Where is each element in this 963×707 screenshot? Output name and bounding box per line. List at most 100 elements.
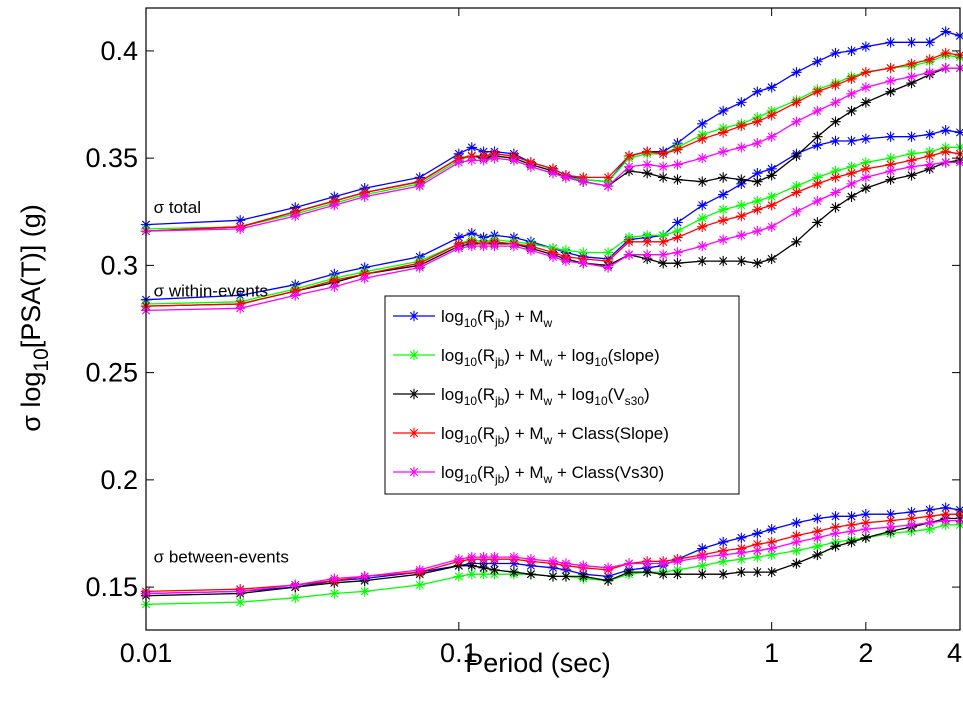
series-5-between-point xyxy=(697,551,708,563)
series-3-within-point xyxy=(846,191,857,202)
legend-label: log10(Rjb) + Mw + Class(Vs30) xyxy=(441,463,664,486)
series-5-within-point xyxy=(602,262,614,273)
series-3-between-point xyxy=(752,566,763,578)
series-5-total-point xyxy=(290,210,301,222)
series-4-total-point xyxy=(718,127,729,138)
series-5-total-point xyxy=(791,116,802,127)
series-1-total-point xyxy=(924,37,935,48)
series-3-within-point xyxy=(672,258,683,269)
series-3-between-point xyxy=(489,564,500,576)
series-1-between-point xyxy=(736,532,747,543)
series-3-between-point xyxy=(478,562,489,573)
series-1-total-point xyxy=(812,56,823,67)
series-4-within-point xyxy=(736,210,747,222)
series-5-within-point xyxy=(812,195,823,207)
series-2-between-point xyxy=(359,586,370,597)
series-5-total-point xyxy=(766,131,777,142)
series-3-within-point xyxy=(736,255,747,267)
series-5-within-point xyxy=(359,273,370,284)
series-5-total-point xyxy=(830,97,841,108)
series-5-within-point xyxy=(940,157,951,168)
series-5-between-point xyxy=(478,551,489,563)
y-tick-label: 0.35 xyxy=(85,143,138,173)
series-4-within-point xyxy=(860,163,872,175)
series-5-total-point xyxy=(478,155,489,166)
series-1-total-point xyxy=(791,67,802,78)
series-5-within-point xyxy=(906,161,917,172)
series-3-between-point xyxy=(672,569,683,580)
series-5-between-point xyxy=(657,558,669,569)
series-4-within-point xyxy=(766,200,777,211)
series-4-total-point xyxy=(860,67,872,78)
series-4-total-point xyxy=(906,58,917,69)
legend-label: log10(Rjb) + Mw + log10(slope) xyxy=(441,346,660,369)
series-5-between-point xyxy=(846,526,857,537)
series-4-within-point xyxy=(672,232,683,243)
series-5-total-point xyxy=(940,62,951,74)
series-4-within-point xyxy=(812,178,823,190)
series-5-within-point xyxy=(290,290,301,301)
series-3-between-point xyxy=(623,566,635,578)
series-5-between-point xyxy=(885,521,896,533)
annotation-layer: σ total σ within-events σ between-events xyxy=(154,198,289,567)
series-2-between-point xyxy=(752,551,763,563)
series-5-within-point xyxy=(752,225,763,237)
series-1-between-point xyxy=(812,513,823,524)
series-4-total-point xyxy=(602,172,614,183)
series-3-total-point xyxy=(860,97,872,108)
series-3-between-point xyxy=(657,569,669,580)
series-5-between-point xyxy=(860,523,872,535)
series-1-between-point xyxy=(860,508,872,520)
series-2-between-point xyxy=(466,569,477,580)
y-tick-label: 0.4 xyxy=(100,36,138,66)
series-5-total-point xyxy=(547,167,559,179)
series-3-within-point xyxy=(885,174,896,185)
series-2-between-point xyxy=(414,579,425,591)
series-5-total xyxy=(140,62,963,237)
series-5-between-point xyxy=(718,549,729,561)
series-3-total-point xyxy=(846,105,857,117)
series-2-between-point xyxy=(766,549,777,561)
series-1-between-point xyxy=(830,511,841,522)
series-1-total-point xyxy=(718,105,729,117)
series-3-between-point xyxy=(791,558,802,569)
x-tick-label: 4 xyxy=(947,638,962,668)
series-1-within-point xyxy=(234,290,246,301)
series-5-between-point xyxy=(489,551,500,563)
series-4-total-point xyxy=(830,80,841,91)
series-1-within-point xyxy=(924,129,935,140)
legend-box xyxy=(384,295,740,495)
series-5-within-point xyxy=(641,249,653,260)
series-5-between-point xyxy=(466,551,477,563)
series-5-between-point xyxy=(290,579,301,591)
series-5-total-point xyxy=(718,146,729,157)
series-3-between-point xyxy=(830,541,841,552)
series-3-total-point xyxy=(697,176,708,187)
series-4-total-point xyxy=(752,116,763,127)
series-1-within-point xyxy=(697,200,708,211)
series-2-within-point xyxy=(752,195,763,207)
series-3-between-point xyxy=(508,566,520,578)
series-3-total-point xyxy=(641,167,653,179)
series-5-between-point xyxy=(672,556,683,567)
series-4-within-point xyxy=(906,155,917,166)
series-3-within-point xyxy=(830,202,841,213)
series-5-between-point xyxy=(906,519,917,531)
series-4-between-point xyxy=(766,536,777,548)
series-5-total-point xyxy=(453,157,465,168)
series-1-between-point xyxy=(752,528,763,539)
series-4-between-point xyxy=(940,508,951,520)
series-4-total-point xyxy=(736,120,747,132)
series-1-total-point xyxy=(752,86,763,97)
series-5-total-point xyxy=(906,71,917,82)
series-4-within-point xyxy=(657,236,669,247)
series-5-within xyxy=(140,157,963,316)
legend-label: log10(Rjb) + Mw + log10(Vs30) xyxy=(441,385,650,408)
series-1-between-point xyxy=(906,506,917,518)
series-3-within-point xyxy=(906,170,917,181)
series-4-total-point xyxy=(657,148,669,160)
series-2-within-point xyxy=(830,165,841,177)
series-4-within-point xyxy=(623,236,635,247)
series-4-total-point xyxy=(766,110,777,121)
